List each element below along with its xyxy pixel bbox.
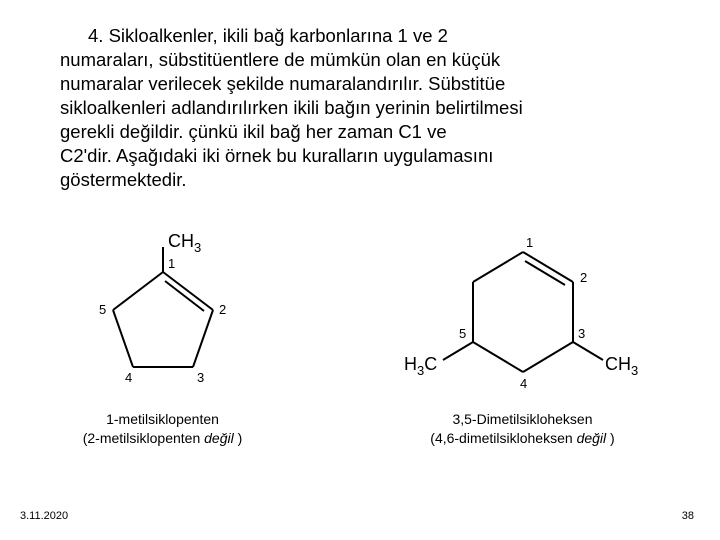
pos-5: 5 — [99, 302, 106, 317]
text-line-2: numaraları, sübstitüentlere de mümkün ol… — [60, 49, 500, 70]
text-line-6: C2'dir. Aşağıdaki iki örnek bu kuralları… — [60, 145, 493, 166]
footer-date: 3.11.2020 — [20, 510, 68, 522]
pos-2: 2 — [219, 302, 226, 317]
pos-1: 1 — [168, 256, 175, 271]
text-line-4: sikloalkenleri adlandırılırken ikili bağ… — [60, 97, 523, 118]
hex-pos-5: 5 — [459, 326, 466, 341]
hex-pos-4: 4 — [520, 376, 527, 391]
structures-row: CH3 1 2 3 4 5 1-metilsiklopenten (2-meti… — [0, 232, 720, 448]
cyclopentene-svg: CH3 1 2 3 4 5 — [73, 232, 253, 402]
hex-pos-2: 2 — [580, 270, 587, 285]
structure-2-caption: 3,5-Dimetilsikloheksen (4,6-dimetilsiklo… — [430, 410, 614, 448]
rule-paragraph: 4. Sikloalkenler, ikili bağ karbonlarına… — [60, 24, 660, 192]
text-line-5: gerekli değildir. çünkü ikil bağ her zam… — [60, 121, 447, 142]
name-1: 1-metilsiklopenten — [83, 410, 243, 429]
name-2-alt: (4,6-dimetilsikloheksen değil ) — [430, 429, 614, 448]
pos-3: 3 — [197, 370, 204, 385]
name-1-alt: (2-metilsiklopenten değil ) — [83, 429, 243, 448]
text-line-7: göstermektedir. — [60, 169, 186, 190]
pos-4: 4 — [125, 370, 132, 385]
text-line-3: numaralar verilecek şekilde numaralandır… — [60, 73, 505, 94]
ch3-right: CH3 — [605, 354, 638, 378]
hex-pos-1: 1 — [526, 235, 533, 250]
name-2-alt-text: 4,6-dimetilsikloheksen değil — [435, 430, 610, 446]
ch3-left: H3C — [404, 354, 437, 378]
hex-pos-3: 3 — [578, 326, 585, 341]
ch3-label: CH3 — [168, 232, 201, 255]
name-2: 3,5-Dimetilsikloheksen — [430, 410, 614, 429]
structure-1: CH3 1 2 3 4 5 1-metilsiklopenten (2-meti… — [73, 232, 253, 448]
footer-page: 38 — [682, 510, 694, 522]
structure-2: CH3 H3C 1 2 3 4 5 3,5-Dimetilsikloheksen… — [398, 232, 648, 448]
cyclohexene-svg: CH3 H3C 1 2 3 4 5 — [398, 232, 648, 402]
name-1-alt-text: 2-metilsiklopenten değil — [87, 430, 237, 446]
rule-number: 4. — [88, 25, 103, 46]
text-line-1: Sikloalkenler, ikili bağ karbonlarına 1 … — [109, 25, 448, 46]
structure-1-caption: 1-metilsiklopenten (2-metilsiklopenten d… — [83, 410, 243, 448]
